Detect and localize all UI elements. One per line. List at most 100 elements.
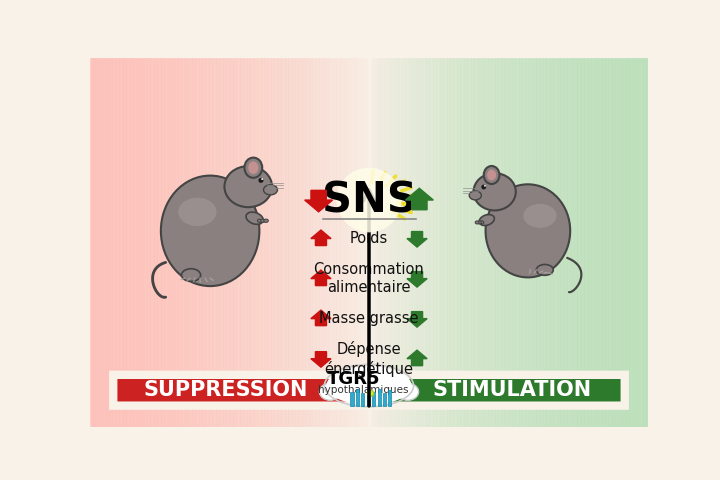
- Bar: [160, 58, 161, 427]
- Bar: [599, 58, 600, 427]
- Bar: [367, 58, 368, 427]
- Bar: [445, 375, 446, 406]
- Bar: [104, 58, 106, 427]
- Ellipse shape: [179, 198, 217, 226]
- Bar: [476, 375, 477, 406]
- Bar: [426, 58, 427, 427]
- Bar: [590, 375, 591, 406]
- Bar: [574, 375, 575, 406]
- Bar: [429, 375, 431, 406]
- Bar: [573, 58, 574, 427]
- Bar: [498, 375, 499, 406]
- Bar: [608, 58, 609, 427]
- Bar: [181, 375, 182, 406]
- Bar: [386, 375, 387, 406]
- Bar: [256, 375, 258, 406]
- Bar: [438, 58, 439, 427]
- Bar: [239, 375, 240, 406]
- Bar: [563, 375, 564, 406]
- Bar: [479, 58, 480, 427]
- Bar: [252, 58, 253, 427]
- Bar: [548, 58, 549, 427]
- Bar: [210, 375, 211, 406]
- Bar: [574, 58, 575, 427]
- Bar: [454, 375, 455, 406]
- Ellipse shape: [261, 219, 265, 222]
- Bar: [414, 58, 415, 427]
- Bar: [575, 375, 576, 406]
- Bar: [616, 375, 617, 406]
- Bar: [353, 58, 354, 427]
- Bar: [106, 58, 107, 427]
- Bar: [131, 375, 132, 406]
- Bar: [399, 375, 400, 406]
- Bar: [364, 375, 365, 406]
- Bar: [281, 58, 282, 427]
- Bar: [164, 375, 165, 406]
- Bar: [379, 58, 380, 427]
- Bar: [390, 375, 391, 406]
- Bar: [395, 375, 396, 406]
- Bar: [162, 58, 163, 427]
- Bar: [463, 58, 464, 427]
- Bar: [300, 58, 301, 427]
- Bar: [421, 375, 422, 406]
- Bar: [564, 58, 565, 427]
- Bar: [562, 58, 563, 427]
- Bar: [356, 389, 359, 406]
- Bar: [519, 375, 520, 406]
- Bar: [433, 58, 434, 427]
- Bar: [565, 375, 566, 406]
- Bar: [226, 375, 228, 406]
- Bar: [313, 375, 314, 406]
- Bar: [243, 58, 244, 427]
- Bar: [612, 375, 613, 406]
- Bar: [138, 375, 139, 406]
- Bar: [457, 58, 458, 427]
- Bar: [403, 375, 404, 406]
- Bar: [539, 375, 540, 406]
- Bar: [221, 58, 222, 427]
- Bar: [161, 58, 162, 427]
- Bar: [556, 58, 557, 427]
- Bar: [150, 58, 151, 427]
- Bar: [185, 58, 186, 427]
- Bar: [215, 58, 216, 427]
- Bar: [180, 58, 181, 427]
- Bar: [567, 58, 568, 427]
- Bar: [307, 375, 309, 406]
- Bar: [208, 58, 209, 427]
- Bar: [358, 375, 359, 406]
- Bar: [496, 375, 497, 406]
- Bar: [524, 58, 525, 427]
- Bar: [248, 375, 249, 406]
- Bar: [205, 58, 206, 427]
- Ellipse shape: [181, 269, 201, 281]
- Circle shape: [336, 168, 402, 232]
- Bar: [528, 58, 529, 427]
- Bar: [634, 58, 635, 427]
- Bar: [523, 58, 524, 427]
- Bar: [323, 375, 324, 406]
- Bar: [349, 58, 350, 427]
- Bar: [465, 58, 466, 427]
- Bar: [337, 375, 338, 406]
- Bar: [149, 375, 150, 406]
- Bar: [201, 375, 202, 406]
- Bar: [508, 375, 509, 406]
- Bar: [289, 375, 290, 406]
- Bar: [417, 58, 418, 427]
- Bar: [598, 375, 599, 406]
- Bar: [564, 375, 565, 406]
- Bar: [436, 375, 437, 406]
- Bar: [212, 375, 213, 406]
- Bar: [223, 58, 224, 427]
- Bar: [584, 375, 585, 406]
- Bar: [244, 375, 245, 406]
- Bar: [205, 375, 206, 406]
- Bar: [97, 58, 98, 427]
- Bar: [285, 58, 286, 427]
- Bar: [262, 58, 263, 427]
- Bar: [207, 58, 208, 427]
- Bar: [534, 375, 535, 406]
